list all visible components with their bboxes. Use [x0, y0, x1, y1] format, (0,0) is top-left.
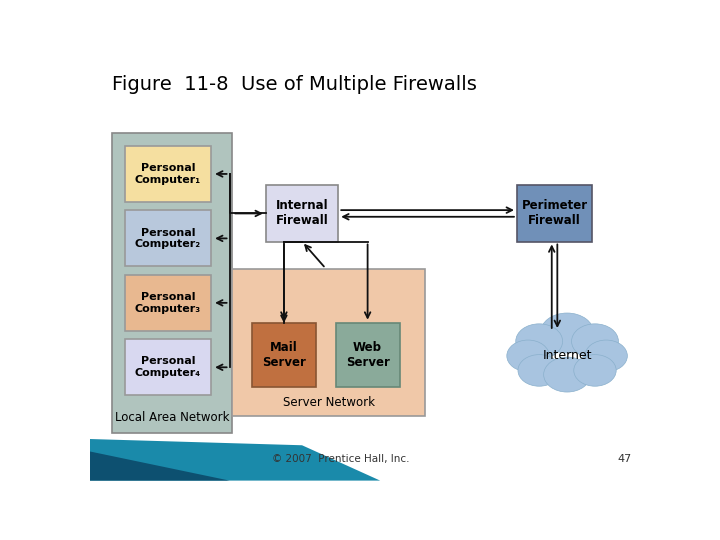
- FancyBboxPatch shape: [252, 322, 316, 387]
- Circle shape: [544, 357, 590, 392]
- Circle shape: [572, 324, 618, 359]
- Polygon shape: [90, 439, 380, 481]
- Text: Personal
Computer₄: Personal Computer₄: [135, 356, 201, 378]
- Text: Internet: Internet: [542, 349, 592, 362]
- Circle shape: [540, 313, 594, 353]
- Text: Mail
Server: Mail Server: [262, 341, 306, 369]
- Text: Web
Server: Web Server: [346, 341, 390, 369]
- Text: © 2007  Prentice Hall, Inc.: © 2007 Prentice Hall, Inc.: [272, 454, 410, 464]
- FancyBboxPatch shape: [125, 275, 211, 331]
- Circle shape: [585, 340, 627, 372]
- Circle shape: [574, 355, 616, 386]
- FancyBboxPatch shape: [336, 322, 400, 387]
- Circle shape: [518, 355, 560, 386]
- Text: Internal
Firewall: Internal Firewall: [276, 199, 328, 227]
- Text: Personal
Computer₁: Personal Computer₁: [135, 163, 201, 185]
- FancyBboxPatch shape: [125, 146, 211, 202]
- FancyBboxPatch shape: [112, 133, 233, 433]
- Text: Personal
Computer₃: Personal Computer₃: [135, 292, 201, 314]
- Text: Figure  11-8  Use of Multiple Firewalls: Figure 11-8 Use of Multiple Firewalls: [112, 75, 477, 94]
- Circle shape: [507, 340, 549, 372]
- FancyBboxPatch shape: [233, 268, 425, 416]
- Text: 47: 47: [617, 454, 631, 464]
- FancyBboxPatch shape: [517, 185, 593, 241]
- Text: Perimeter
Firewall: Perimeter Firewall: [521, 199, 588, 227]
- FancyBboxPatch shape: [125, 210, 211, 266]
- Text: Personal
Computer₂: Personal Computer₂: [135, 227, 201, 249]
- Text: Server Network: Server Network: [282, 396, 374, 409]
- Polygon shape: [90, 451, 230, 481]
- FancyBboxPatch shape: [266, 185, 338, 241]
- Text: Local Area Network: Local Area Network: [115, 411, 230, 424]
- FancyBboxPatch shape: [125, 339, 211, 395]
- Circle shape: [516, 324, 562, 359]
